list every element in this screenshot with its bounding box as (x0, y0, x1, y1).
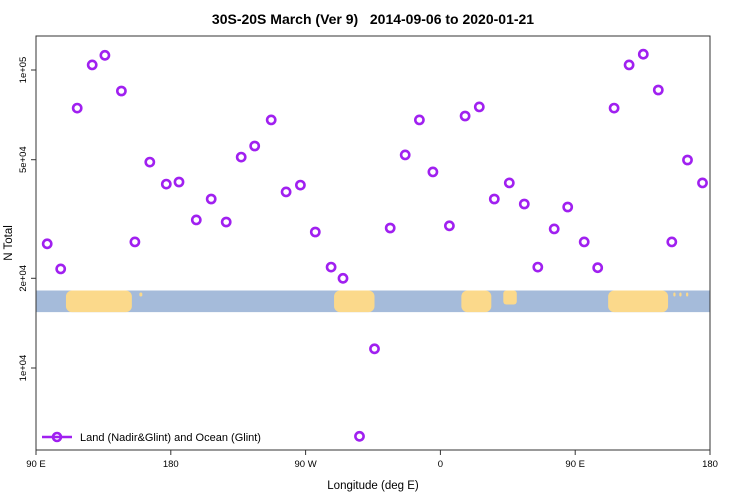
legend: Land (Nadir&Glint) and Ocean (Glint) (42, 431, 261, 444)
data-point-marker (503, 177, 515, 189)
y-tick-label: 2e+04 (18, 265, 29, 292)
x-tick-label: 180 (163, 459, 179, 470)
land-islet-3 (686, 292, 689, 297)
data-point-marker (652, 84, 664, 96)
x-axis-label: Longitude (deg E) (327, 480, 419, 492)
data-point-marker (548, 223, 560, 235)
data-point-marker (369, 343, 380, 355)
data-point-marker (325, 261, 337, 273)
data-point-marker (55, 263, 67, 275)
data-point-marker (592, 262, 604, 274)
data-point-marker (173, 176, 185, 188)
map-band (36, 290, 710, 313)
data-point-marker (473, 101, 485, 113)
data-point-marker (666, 236, 678, 248)
data-point-marker (235, 151, 247, 163)
data-point-marker (578, 236, 590, 248)
data-point-marker (384, 222, 396, 234)
x-tick-label: 90 E (565, 459, 585, 470)
data-point-marker (443, 220, 455, 232)
data-point-marker (459, 110, 471, 122)
data-point-marker (623, 59, 635, 71)
land-islet-1 (673, 292, 676, 297)
data-point-marker (86, 59, 98, 71)
x-tick-label: 0 (438, 459, 443, 470)
plot-frame (35, 35, 711, 451)
data-point-marker (249, 140, 261, 152)
data-point-marker (160, 178, 172, 190)
data-point-marker (280, 186, 292, 198)
data-point-marker (682, 154, 693, 166)
data-point-marker (265, 114, 277, 126)
land-australia (65, 290, 132, 313)
x-tick-label: 90 W (295, 459, 317, 470)
y-tick-label: 1e+04 (18, 355, 29, 382)
data-point-marker (190, 214, 202, 226)
y-axis-label: N Total (3, 225, 15, 261)
data-point-marker (562, 201, 574, 213)
data-point-marker (637, 48, 649, 60)
land-south-america (334, 290, 375, 313)
land-madagascar (503, 290, 517, 305)
data-point-marker (220, 216, 232, 228)
data-point-marker (608, 102, 620, 114)
data-points (41, 48, 708, 442)
legend-marker-icon (51, 431, 63, 443)
data-point-marker (116, 85, 127, 97)
data-point-marker (427, 166, 439, 178)
y-tick-label: 1e+05 (18, 57, 29, 84)
data-point-marker (129, 236, 141, 248)
x-tick-label: 180 (702, 459, 718, 470)
data-point-marker (71, 102, 83, 114)
data-point-marker (337, 272, 349, 284)
chart-title: 30S-20S March (Ver 9) 2014-09-06 to 2020… (212, 11, 534, 27)
data-point-marker (532, 261, 544, 273)
land-islet-2 (679, 292, 682, 297)
x-tick-label: 90 E (26, 459, 46, 470)
data-point-marker (488, 193, 500, 205)
data-point-marker (518, 198, 530, 210)
data-point-marker (99, 49, 111, 61)
y-axis-ticks: 1e+05 5e+04 2e+04 1e+04 (18, 57, 36, 382)
data-point-marker (144, 156, 156, 168)
x-axis-ticks: 90 E 180 90 W 0 90 E 180 (26, 450, 718, 470)
y-tick-label: 5e+04 (18, 146, 29, 173)
land-islet-east-of-australia (139, 292, 143, 297)
data-point-marker (354, 430, 365, 442)
data-point-marker (41, 238, 53, 250)
land-australia-repeat (608, 290, 669, 313)
data-point-marker (294, 179, 306, 191)
land-africa (461, 290, 492, 313)
legend-label: Land (Nadir&Glint) and Ocean (Glint) (80, 432, 261, 444)
data-point-marker (697, 177, 708, 189)
data-point-marker (399, 149, 411, 161)
data-point-marker (205, 193, 217, 205)
data-point-marker (309, 226, 321, 238)
data-point-marker (413, 114, 425, 126)
